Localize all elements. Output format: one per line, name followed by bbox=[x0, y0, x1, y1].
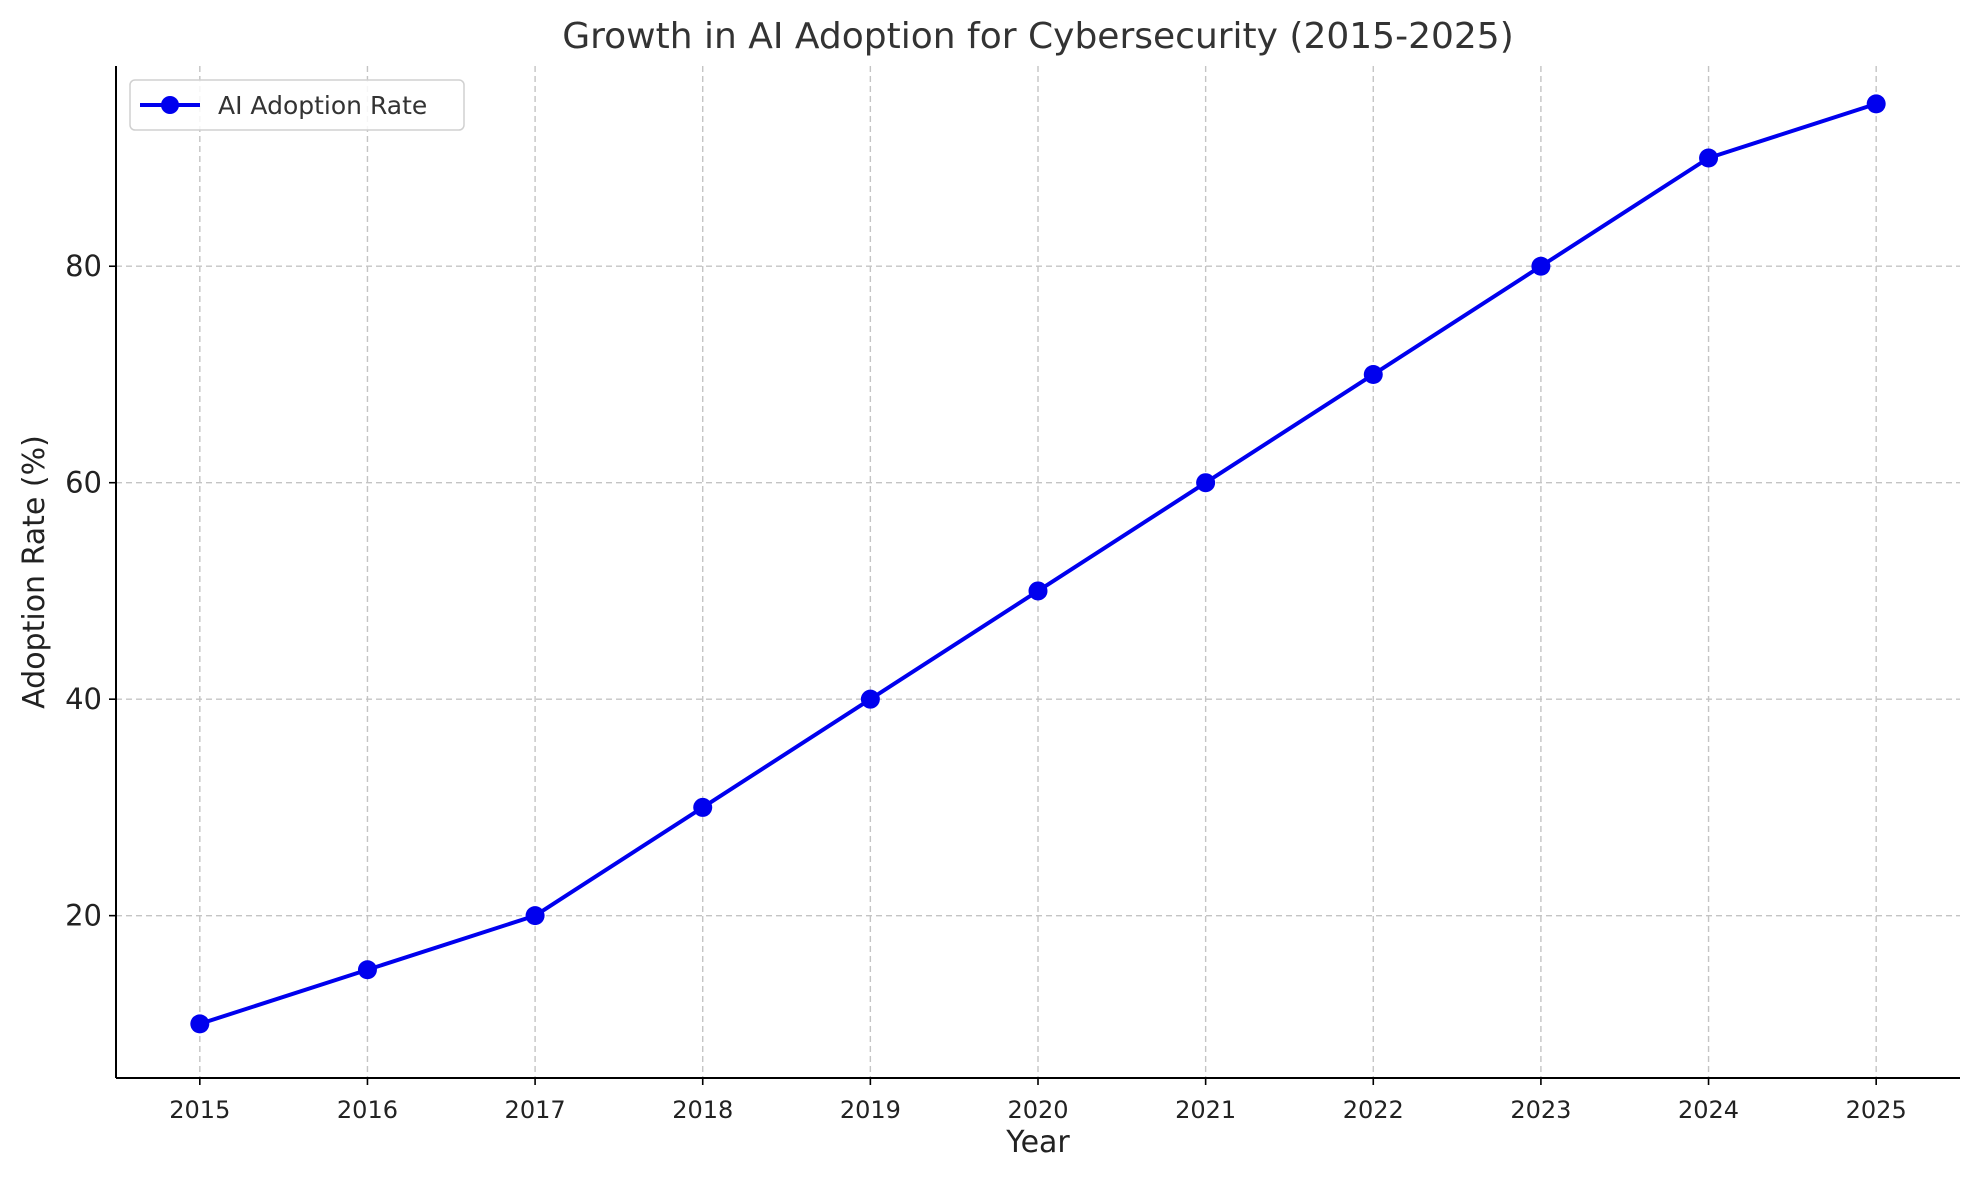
data-point bbox=[693, 797, 713, 817]
data-point bbox=[860, 689, 880, 709]
ticks: 2015 2016 2017 2018 2019 2020 2021 2022 2023 2024… bbox=[65, 249, 1907, 1124]
y-tick-label: 80 bbox=[65, 249, 102, 283]
x-tick-label: 2015 bbox=[169, 1096, 230, 1124]
series bbox=[190, 94, 1886, 1034]
y-tick-label: 60 bbox=[65, 466, 102, 500]
x-tick-label: 2024 bbox=[1678, 1096, 1739, 1124]
x-tick-label: 2017 bbox=[505, 1096, 566, 1124]
x-tick-label: 2022 bbox=[1343, 1096, 1404, 1124]
data-point bbox=[1866, 94, 1886, 114]
legend: AI Adoption Rate bbox=[129, 79, 465, 131]
x-tick-label: 2019 bbox=[840, 1096, 901, 1124]
y-tick-label: 40 bbox=[65, 682, 102, 716]
data-point bbox=[1363, 364, 1383, 384]
x-tick-label: 2020 bbox=[1007, 1096, 1068, 1124]
y-axis-label: Adoption Rate (%) bbox=[17, 435, 52, 709]
data-point bbox=[1531, 256, 1551, 276]
x-tick-label: 2023 bbox=[1510, 1096, 1571, 1124]
x-axis-label: Year bbox=[1005, 1125, 1070, 1160]
x-tick-label: 2016 bbox=[337, 1096, 398, 1124]
data-point bbox=[525, 906, 545, 926]
data-point bbox=[190, 1014, 210, 1034]
data-point bbox=[1699, 148, 1719, 168]
x-tick-label: 2018 bbox=[672, 1096, 733, 1124]
x-tick-label: 2021 bbox=[1175, 1096, 1236, 1124]
grid bbox=[116, 66, 1960, 1078]
chart-title: Growth in AI Adoption for Cybersecurity … bbox=[562, 16, 1514, 57]
data-point bbox=[357, 960, 377, 980]
data-point bbox=[1028, 581, 1048, 601]
legend-box bbox=[129, 79, 465, 131]
legend-label: AI Adoption Rate bbox=[218, 91, 427, 120]
y-tick-label: 20 bbox=[65, 899, 102, 933]
legend-marker bbox=[161, 96, 179, 114]
data-point bbox=[1196, 473, 1216, 493]
x-tick-label: 2025 bbox=[1846, 1096, 1907, 1124]
